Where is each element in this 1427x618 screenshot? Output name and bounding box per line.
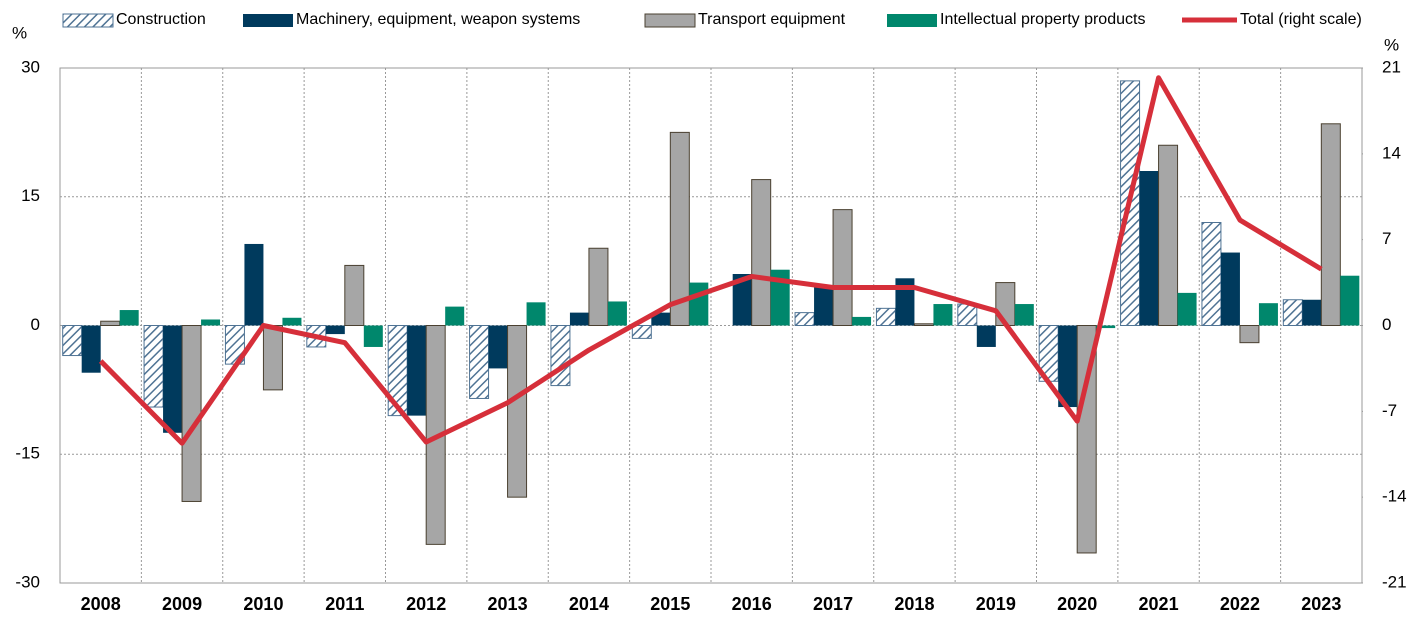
bar — [995, 282, 1016, 327]
y-tick-label: -15 — [15, 444, 40, 463]
x-tick-label: 2021 — [1139, 594, 1179, 614]
bar — [507, 325, 528, 498]
y2-tick-label: -7 — [1382, 401, 1397, 420]
bar — [1177, 292, 1197, 326]
bar — [550, 325, 571, 387]
x-tick-label: 2012 — [406, 594, 446, 614]
bar — [1258, 303, 1278, 326]
bar — [732, 274, 752, 326]
legend-label: Transport equipment — [698, 11, 846, 28]
y-axis-label: % — [12, 23, 27, 42]
total-line — [98, 75, 1323, 446]
bar — [1302, 299, 1322, 326]
y2-tick-label: 7 — [1382, 229, 1391, 248]
bar — [282, 317, 302, 326]
x-tick-label: 2017 — [813, 594, 853, 614]
bar — [488, 325, 508, 369]
bar — [957, 303, 978, 326]
bar — [1340, 275, 1360, 326]
bar — [852, 316, 872, 326]
bar — [62, 325, 83, 357]
bar — [1096, 325, 1116, 329]
bar — [325, 325, 345, 335]
x-tick-label: 2015 — [650, 594, 690, 614]
legend-label: Total (right scale) — [1240, 11, 1362, 28]
bar — [244, 243, 264, 326]
x-tick-label: 2018 — [894, 594, 934, 614]
bar — [913, 323, 934, 326]
legend-swatch — [644, 13, 696, 28]
x-tick-label: 2009 — [162, 594, 202, 614]
bar — [469, 325, 490, 399]
bar — [814, 286, 834, 326]
bar — [1201, 222, 1222, 326]
y2-tick-label: -21 — [1382, 572, 1407, 591]
bar — [1058, 325, 1078, 408]
bar — [569, 312, 589, 326]
legend-label: Machinery, equipment, weapon systems — [296, 11, 580, 28]
legend-label: Intellectual property products — [940, 11, 1145, 28]
bar — [262, 325, 283, 391]
bar — [1220, 252, 1240, 326]
bar — [1139, 171, 1159, 326]
bar — [445, 306, 465, 326]
bar — [344, 264, 365, 326]
bar — [631, 325, 652, 339]
x-tick-label: 2020 — [1057, 594, 1097, 614]
x-tick-label: 2013 — [488, 594, 528, 614]
y-tick-label: 15 — [21, 186, 40, 205]
bar — [181, 325, 202, 502]
y2-tick-label: 0 — [1382, 315, 1391, 334]
bar — [1158, 144, 1179, 326]
bar — [607, 301, 627, 326]
bar — [895, 278, 915, 326]
y2-tick-label: 21 — [1382, 57, 1401, 76]
bar — [526, 302, 546, 326]
legend-swatch — [62, 13, 114, 28]
x-tick-label: 2022 — [1220, 594, 1260, 614]
x-tick-label: 2023 — [1301, 594, 1341, 614]
bar — [407, 325, 427, 416]
y-tick-label: 0 — [31, 315, 40, 334]
bar — [201, 319, 221, 326]
legend-swatch — [887, 14, 937, 27]
bar — [875, 307, 896, 327]
bar — [1014, 304, 1034, 326]
x-tick-label: 2008 — [81, 594, 121, 614]
bar — [81, 325, 101, 373]
bar — [832, 209, 853, 326]
y-tick-label: 30 — [21, 57, 40, 76]
x-tick-label: 2011 — [325, 594, 364, 614]
legend-label: Construction — [116, 11, 206, 28]
bar — [1076, 325, 1097, 554]
bar — [651, 312, 671, 326]
x-tick-label: 2016 — [732, 594, 772, 614]
bar — [933, 304, 953, 326]
bar — [689, 282, 709, 326]
bar — [1239, 325, 1260, 344]
bar — [770, 269, 790, 326]
bar — [119, 310, 139, 326]
plot-frame — [59, 67, 1363, 584]
legend-swatch — [243, 14, 293, 27]
x-tick-label: 2019 — [976, 594, 1016, 614]
bar — [1320, 123, 1341, 326]
bar — [751, 179, 772, 326]
y-tick-label: -30 — [15, 572, 40, 591]
bar — [588, 247, 609, 326]
x-tick-label: 2014 — [569, 594, 609, 614]
bar — [794, 312, 815, 326]
bar — [100, 320, 121, 327]
y2-tick-label: -14 — [1382, 487, 1407, 506]
y2-tick-label: 14 — [1382, 143, 1401, 162]
bar — [669, 131, 690, 326]
bar — [976, 325, 996, 347]
x-tick-label: 2010 — [243, 594, 283, 614]
bar — [163, 325, 183, 433]
y2-axis-label: % — [1384, 35, 1399, 54]
bar — [143, 325, 164, 408]
bar — [363, 325, 383, 347]
bar — [1282, 299, 1303, 326]
